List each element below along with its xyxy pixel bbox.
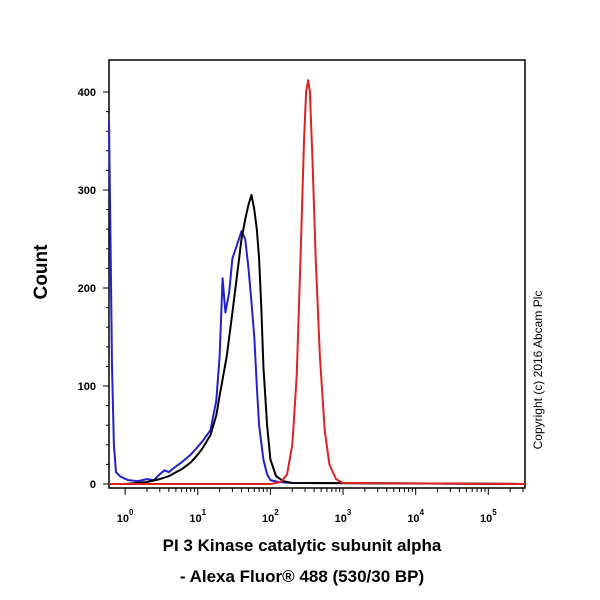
series-layer	[108, 79, 526, 485]
x-tick-label: 100	[117, 508, 134, 525]
x-tick-label: 103	[335, 508, 352, 525]
series-line-0	[108, 121, 526, 485]
copyright-notice: Copyright (c) 2016 Abcam Plc	[531, 291, 545, 450]
y-tick-label: 400	[78, 87, 96, 99]
y-axis-label: Count	[31, 244, 52, 300]
x-tick-label: 104	[407, 508, 424, 525]
y-tick-label: 100	[78, 381, 96, 393]
series-line-2	[109, 79, 526, 485]
x-axis-label-line2: - Alexa Fluor® 488 (530/30 BP)	[180, 567, 424, 586]
y-axis-ticks: 0 100 200 300 400	[78, 87, 109, 491]
x-tick-label: 101	[189, 508, 206, 525]
x-axis-ticks: 100 101 102 103 104 105	[117, 488, 524, 525]
plot-area	[108, 59, 526, 489]
x-tick-label: 102	[262, 508, 279, 525]
y-tick-label: 300	[78, 185, 96, 197]
y-tick-label: 200	[78, 283, 96, 295]
x-axis-label-line1: PI 3 Kinase catalytic subunit alpha	[163, 536, 442, 555]
plot-frame	[108, 59, 526, 489]
y-tick-label: 0	[90, 479, 96, 491]
series-line-1	[109, 193, 526, 485]
x-tick-label: 105	[480, 508, 497, 525]
